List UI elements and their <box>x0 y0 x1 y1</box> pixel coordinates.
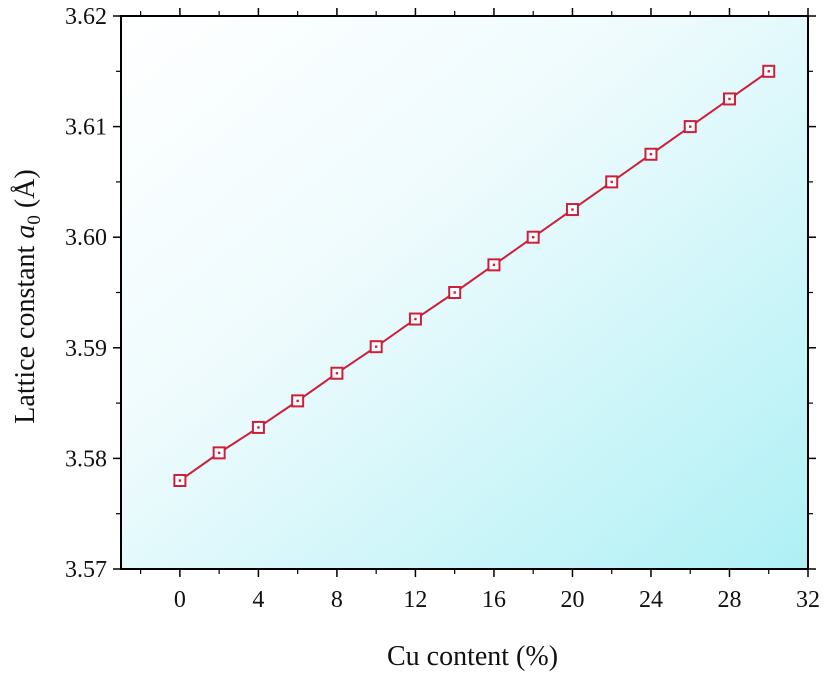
y-axis-label: Lattice constant a0 (Å) <box>10 169 45 423</box>
data-point <box>173 474 187 488</box>
axes <box>113 8 816 577</box>
data-point-center <box>571 208 574 211</box>
data-point-center <box>492 263 496 267</box>
data-point <box>291 394 305 408</box>
data-point-center <box>532 236 535 239</box>
data-point-center <box>767 70 770 73</box>
x-tick-label: 20 <box>560 587 584 613</box>
y-tick-label: 3.60 <box>65 225 107 251</box>
data-point-center <box>296 399 299 403</box>
y-tick-label: 3.59 <box>65 336 107 362</box>
data-point <box>526 230 540 244</box>
data-point <box>448 286 462 299</box>
data-point-center <box>335 372 339 375</box>
data-point <box>644 147 658 161</box>
x-tick-label: 8 <box>331 587 343 613</box>
x-tick-label: 4 <box>252 587 264 613</box>
data-point-center <box>374 345 378 348</box>
data-point <box>762 64 776 78</box>
data-point <box>487 258 501 272</box>
data-point <box>251 420 265 434</box>
x-tick-label: 28 <box>717 587 741 613</box>
data-point <box>408 312 422 326</box>
y-tick-label: 3.58 <box>65 446 107 472</box>
plot-background <box>121 16 808 569</box>
data-point-center <box>257 426 260 429</box>
y-tick-label: 3.61 <box>65 115 107 141</box>
data-point-center <box>610 180 613 184</box>
x-tick-label: 24 <box>639 587 663 613</box>
labels: 0 4 8 12 16 20 24 28 32 3.57 3.58 3.59 3.60 3.61 3.62 C… <box>10 4 820 672</box>
data-point <box>565 203 579 217</box>
data-point-center <box>414 317 417 321</box>
data-point <box>330 366 344 380</box>
series-line <box>179 70 770 482</box>
series-layer <box>173 64 776 488</box>
data-point-center <box>728 97 731 101</box>
data-point-center <box>649 153 653 156</box>
data-point-center <box>178 479 182 482</box>
x-tick-label: 16 <box>482 587 506 613</box>
data-point <box>683 120 697 134</box>
data-point-center <box>453 291 456 294</box>
data-point <box>212 446 226 460</box>
y-tick-label: 3.62 <box>65 4 107 30</box>
x-tick-label: 0 <box>174 587 186 613</box>
x-axis-label: Cu content (%) <box>387 641 558 672</box>
x-tick-label: 12 <box>403 587 427 613</box>
data-point <box>722 92 736 106</box>
data-point-center <box>217 451 221 455</box>
data-point <box>369 340 383 354</box>
x-tick-label: 32 <box>796 587 820 613</box>
y-tick-label: 3.57 <box>65 557 107 583</box>
data-point-center <box>689 125 692 128</box>
data-point <box>605 175 619 189</box>
